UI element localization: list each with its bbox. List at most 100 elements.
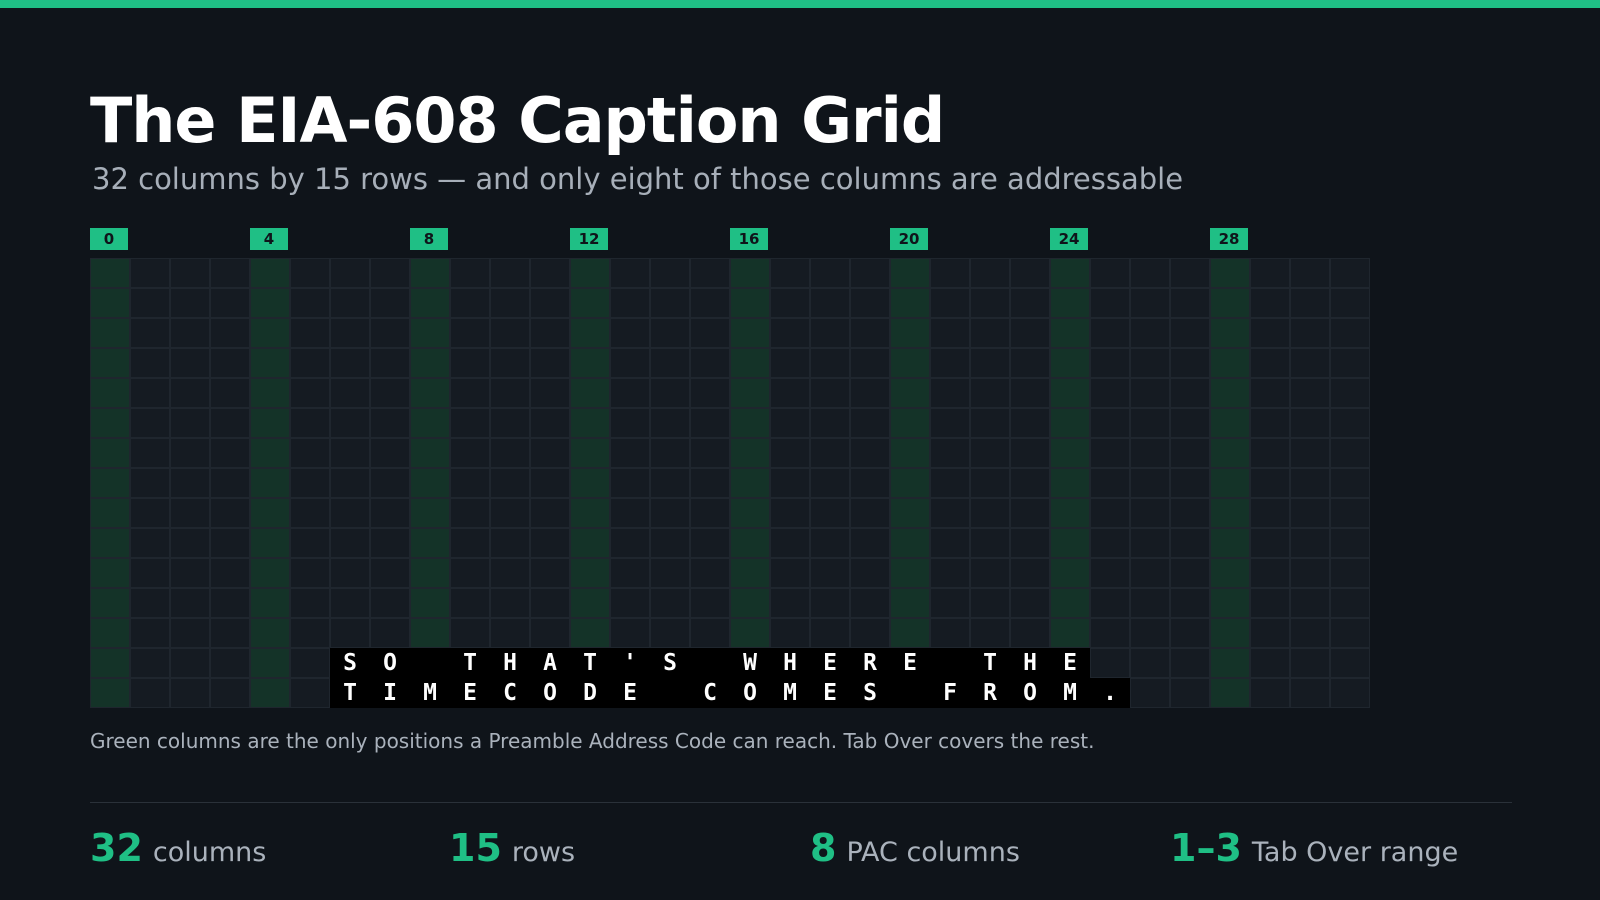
- caption-char: E: [890, 648, 930, 678]
- grid-cell: [370, 588, 410, 618]
- grid-cell: [130, 498, 170, 528]
- grid-cell: [370, 438, 410, 468]
- grid-cell: [450, 288, 490, 318]
- grid-cell: [1130, 588, 1170, 618]
- caption-char: S: [330, 648, 370, 678]
- caption-char: [650, 678, 690, 708]
- grid-cell: [930, 498, 970, 528]
- caption-char: H: [490, 648, 530, 678]
- grid-cell: [1130, 498, 1170, 528]
- grid-cell: [850, 438, 890, 468]
- grid-cell: [650, 498, 690, 528]
- grid-cell: [930, 618, 970, 648]
- pac-cell: [890, 618, 930, 648]
- grid-cell: [210, 408, 250, 438]
- pac-cell: [890, 288, 930, 318]
- grid-cell: [610, 318, 650, 348]
- grid-cell: [810, 288, 850, 318]
- pac-cell: [1050, 618, 1090, 648]
- grid-cell: [130, 288, 170, 318]
- pac-cell: [570, 558, 610, 588]
- pac-cell: [570, 288, 610, 318]
- grid-cell: [1170, 618, 1210, 648]
- grid-cell: [450, 258, 490, 288]
- grid-cell: [1170, 528, 1210, 558]
- grid-cell: [650, 468, 690, 498]
- pac-cell: [250, 468, 290, 498]
- caption-char: R: [970, 678, 1010, 708]
- grid-cell: [370, 618, 410, 648]
- pac-cell: [570, 348, 610, 378]
- grid-cell: [1290, 468, 1330, 498]
- grid-cell: [1090, 498, 1130, 528]
- grid-cell: [1330, 558, 1370, 588]
- pac-cell: [890, 558, 930, 588]
- stat-label: Tab Over range: [1251, 837, 1459, 868]
- grid-cell: [1170, 408, 1210, 438]
- grid-cell: [370, 498, 410, 528]
- grid-cell: [810, 408, 850, 438]
- grid-cell: [810, 498, 850, 528]
- grid-cell: [770, 588, 810, 618]
- pac-cell: [890, 498, 930, 528]
- pac-cell: [410, 408, 450, 438]
- grid-cell: [970, 468, 1010, 498]
- grid-cell: [1330, 438, 1370, 468]
- grid-cell: [290, 468, 330, 498]
- grid-cell: [530, 258, 570, 288]
- grid-cell: [530, 618, 570, 648]
- grid-cell: [850, 498, 890, 528]
- grid-cell: [290, 648, 330, 678]
- pac-cell: [250, 318, 290, 348]
- grid-cell: [1170, 348, 1210, 378]
- grid-cell: [770, 378, 810, 408]
- grid-cell: [1130, 348, 1170, 378]
- grid-cell: [1250, 648, 1290, 678]
- grid-cell: [170, 258, 210, 288]
- grid-cell: [970, 438, 1010, 468]
- column-label: 4: [250, 228, 288, 250]
- pac-cell: [90, 588, 130, 618]
- pac-cell: [1050, 588, 1090, 618]
- pac-cell: [890, 588, 930, 618]
- grid-cell: [1090, 618, 1130, 648]
- grid-cell: [930, 528, 970, 558]
- pac-cell: [1210, 378, 1250, 408]
- grid-cell: [290, 618, 330, 648]
- grid-cell: [930, 438, 970, 468]
- grid-cell: [650, 528, 690, 558]
- grid-cell: [130, 528, 170, 558]
- grid-cell: [170, 348, 210, 378]
- grid-cell: [330, 498, 370, 528]
- grid-cell: [1250, 258, 1290, 288]
- grid-cell: [810, 378, 850, 408]
- grid-cell: [130, 438, 170, 468]
- pac-cell: [1210, 648, 1250, 678]
- grid-cell: [290, 288, 330, 318]
- grid-cell: [610, 258, 650, 288]
- pac-cell: [890, 378, 930, 408]
- pac-cell: [90, 258, 130, 288]
- grid-cell: [770, 618, 810, 648]
- grid-cell: [130, 678, 170, 708]
- grid-cell: [1250, 438, 1290, 468]
- pac-cell: [90, 408, 130, 438]
- caption-char: S: [850, 678, 890, 708]
- caption-char: W: [730, 648, 770, 678]
- grid-cell: [210, 648, 250, 678]
- pac-cell: [1050, 318, 1090, 348]
- grid-cell: [210, 618, 250, 648]
- stat-rows: 15 rows: [449, 826, 575, 870]
- pac-cell: [730, 408, 770, 438]
- grid-cell: [170, 678, 210, 708]
- pac-cell: [1210, 558, 1250, 588]
- caption-char: C: [690, 678, 730, 708]
- grid-cell: [1290, 558, 1330, 588]
- grid-cell: [490, 378, 530, 408]
- grid-cell: [490, 618, 530, 648]
- grid-cell: [650, 408, 690, 438]
- caption-char: O: [370, 648, 410, 678]
- grid-cell: [170, 468, 210, 498]
- stat-pac-columns: 8 PAC columns: [810, 826, 1020, 870]
